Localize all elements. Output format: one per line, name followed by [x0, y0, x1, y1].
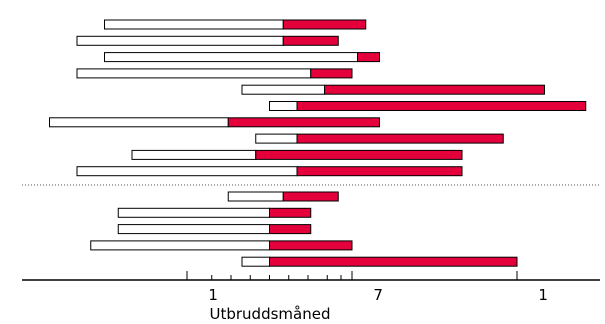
- bar-row: [49, 117, 380, 128]
- bar-red-segment: [296, 133, 504, 144]
- bar-row: [117, 207, 312, 218]
- bar-row: [76, 35, 339, 46]
- bar-row: [227, 191, 339, 202]
- tick-label: 1: [208, 286, 218, 304]
- bar-red-segment: [357, 52, 380, 63]
- x-axis-title: Utbruddsmåned: [210, 305, 331, 323]
- bar-row: [117, 224, 312, 235]
- bar-red-segment: [255, 149, 463, 160]
- bar-red-segment: [227, 117, 380, 128]
- bar-white-segment: [104, 52, 358, 63]
- bar-row: [76, 166, 463, 177]
- bar-white-segment: [269, 101, 298, 111]
- bar-red-segment: [269, 240, 353, 251]
- tick-label: 1: [538, 286, 548, 304]
- bar-white-segment: [76, 35, 284, 46]
- bar-white-segment: [76, 166, 298, 177]
- bar-group-1: [49, 19, 587, 177]
- tick-label: 7: [373, 286, 383, 304]
- bar-white-segment: [117, 224, 270, 235]
- bar-white-segment: [255, 133, 298, 144]
- bar-white-segment: [49, 117, 229, 128]
- bar-row: [76, 68, 353, 79]
- bar-red-segment: [269, 256, 518, 267]
- bar-red-segment: [324, 84, 545, 95]
- bar-white-segment: [117, 207, 270, 218]
- bar-row: [255, 133, 504, 144]
- bar-red-segment: [296, 166, 463, 177]
- bar-row: [241, 256, 518, 267]
- bar-red-segment: [282, 191, 339, 202]
- bar-red-segment: [296, 101, 587, 111]
- bar-row: [269, 101, 587, 111]
- x-axis-ticks: [186, 271, 518, 280]
- bar-row: [104, 19, 367, 30]
- bar-white-segment: [227, 191, 284, 202]
- bar-row: [90, 240, 353, 251]
- bar-white-segment: [90, 240, 270, 251]
- bar-red-segment: [282, 19, 367, 30]
- bars-group: [49, 19, 587, 267]
- bar-group-2: [90, 191, 518, 267]
- bar-white-segment: [241, 84, 325, 95]
- bar-white-segment: [76, 68, 312, 79]
- bar-white-segment: [131, 149, 257, 160]
- bar-red-segment: [310, 68, 353, 79]
- bar-row: [131, 149, 463, 160]
- bar-red-segment: [282, 35, 339, 46]
- bar-white-segment: [104, 19, 284, 30]
- bar-row: [104, 52, 380, 63]
- bar-row: [241, 84, 545, 95]
- bar-red-segment: [269, 224, 312, 235]
- bar-white-segment: [241, 256, 270, 267]
- bar-red-segment: [269, 207, 312, 218]
- x-axis-tick-labels: 1 7 1: [208, 286, 548, 304]
